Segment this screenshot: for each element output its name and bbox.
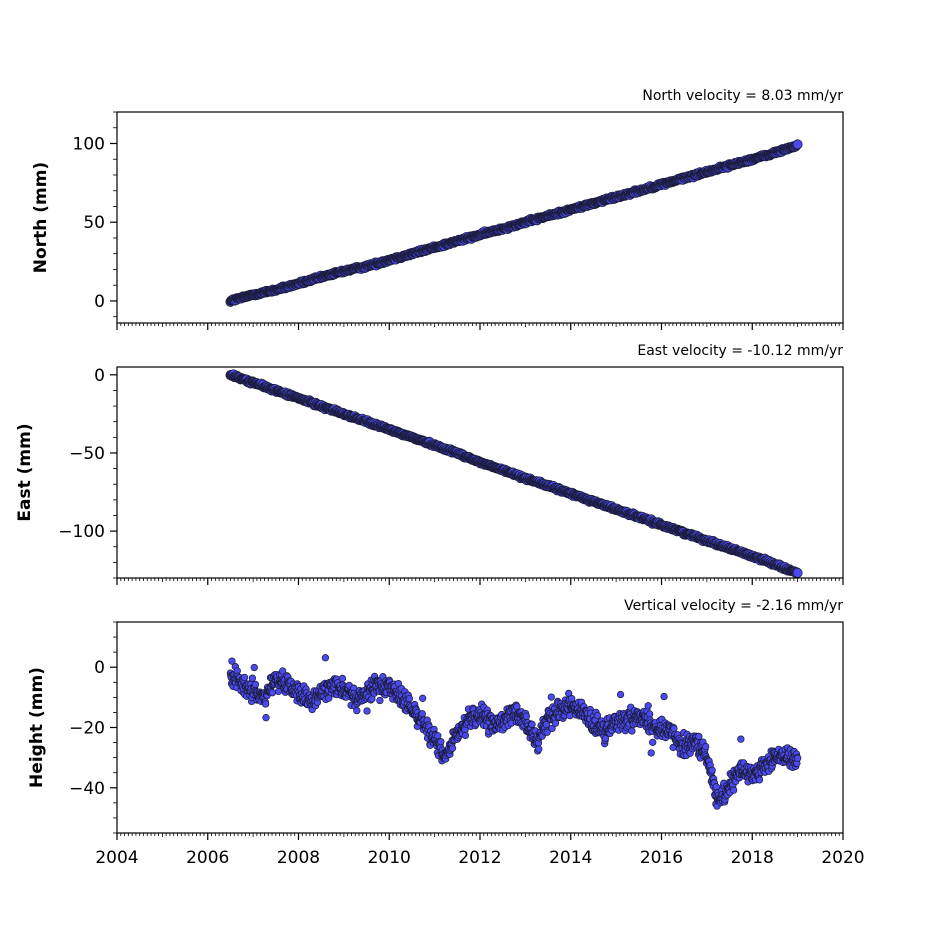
x-tick-label: 2014 <box>549 848 592 868</box>
data-point <box>792 139 803 150</box>
data-point <box>461 731 470 740</box>
x-tick-label: 2010 <box>368 848 411 868</box>
scatter-points <box>225 139 803 307</box>
data-point <box>730 786 738 794</box>
x-tick-label: 2020 <box>821 848 864 868</box>
data-point <box>702 742 710 751</box>
data-point <box>548 724 556 733</box>
x-tick-label: 2016 <box>640 848 683 868</box>
data-point <box>547 693 555 701</box>
data-point <box>228 657 236 665</box>
panel-1: 0 50 100 North velocity = 8.03 mm/yr North (… <box>31 88 844 330</box>
data-point <box>268 689 277 697</box>
x-tick-label: 2006 <box>186 848 229 868</box>
x-axis <box>116 578 844 585</box>
data-point <box>616 690 625 699</box>
data-point <box>434 732 442 740</box>
y-axis-label: North (mm) <box>31 162 51 273</box>
x-axis: 2004 2006 2008 2010 2012 2014 2016 2018 2020 <box>95 833 865 868</box>
data-point <box>363 707 371 715</box>
x-axis <box>116 323 844 330</box>
data-point <box>649 738 657 746</box>
y-axis: 0 −20 −40 <box>69 621 117 834</box>
x-tick-label: 2012 <box>458 848 501 868</box>
data-point <box>660 692 668 701</box>
data-point <box>695 732 703 741</box>
data-point <box>419 694 427 702</box>
data-point <box>566 712 574 720</box>
data-point <box>338 674 347 683</box>
data-point <box>737 735 745 743</box>
data-point <box>793 754 802 762</box>
data-point <box>792 567 803 578</box>
data-point <box>601 734 610 743</box>
y-axis: 0 −50 −100 <box>58 366 117 579</box>
x-tick-label: 2018 <box>731 848 774 868</box>
x-tick-label: 2008 <box>277 848 320 868</box>
data-point <box>353 707 361 715</box>
y-tick-label: 100 <box>73 134 105 154</box>
data-point <box>593 711 602 720</box>
data-point <box>251 680 260 689</box>
data-point <box>542 720 551 729</box>
y-tick-label: −20 <box>69 719 105 739</box>
scatter-points <box>226 654 802 810</box>
data-point <box>647 749 655 757</box>
panel-3: 2004 2006 2008 2010 2012 2014 2016 2018 2020 0 −20… <box>27 598 865 868</box>
data-point <box>240 673 249 682</box>
data-point <box>755 776 764 784</box>
y-tick-label: 0 <box>94 292 105 312</box>
panel-title: East velocity = -10.12 mm/yr <box>637 343 843 359</box>
data-point <box>628 727 636 735</box>
data-point <box>418 710 426 718</box>
data-point <box>405 694 414 703</box>
data-point <box>376 696 384 705</box>
panel-title: North velocity = 8.03 mm/yr <box>642 88 843 104</box>
y-tick-label: 0 <box>94 658 105 678</box>
data-point <box>250 663 258 672</box>
axes-frame <box>116 621 844 834</box>
y-tick-label: 0 <box>94 366 105 386</box>
data-point <box>670 724 678 733</box>
data-point <box>448 744 457 752</box>
data-point <box>522 712 530 720</box>
data-point <box>279 667 287 675</box>
data-point <box>644 702 652 710</box>
y-axis: 0 50 100 <box>73 111 117 318</box>
x-tick-label: 2004 <box>95 848 138 868</box>
data-point <box>708 766 716 774</box>
data-point <box>551 719 560 727</box>
data-point <box>321 654 330 662</box>
data-point <box>248 674 257 682</box>
panel-2: 0 −50 −100 East velocity = -10.12 mm/yr East… <box>15 343 844 585</box>
y-tick-label: −40 <box>69 779 105 799</box>
y-axis-label: Height (mm) <box>27 667 47 788</box>
data-point <box>262 714 270 722</box>
y-tick-label: 50 <box>83 213 105 233</box>
y-tick-label: −100 <box>58 522 105 542</box>
axes-frame <box>116 111 844 324</box>
data-point <box>261 700 270 708</box>
y-tick-label: −50 <box>69 444 105 464</box>
data-point <box>535 745 543 753</box>
data-point <box>528 720 536 728</box>
scatter-points <box>225 369 803 578</box>
panel-title: Vertical velocity = -2.16 mm/yr <box>624 598 843 614</box>
data-point <box>543 728 551 736</box>
y-axis-label: East (mm) <box>15 423 35 521</box>
data-point <box>513 702 521 711</box>
data-point <box>437 738 445 746</box>
